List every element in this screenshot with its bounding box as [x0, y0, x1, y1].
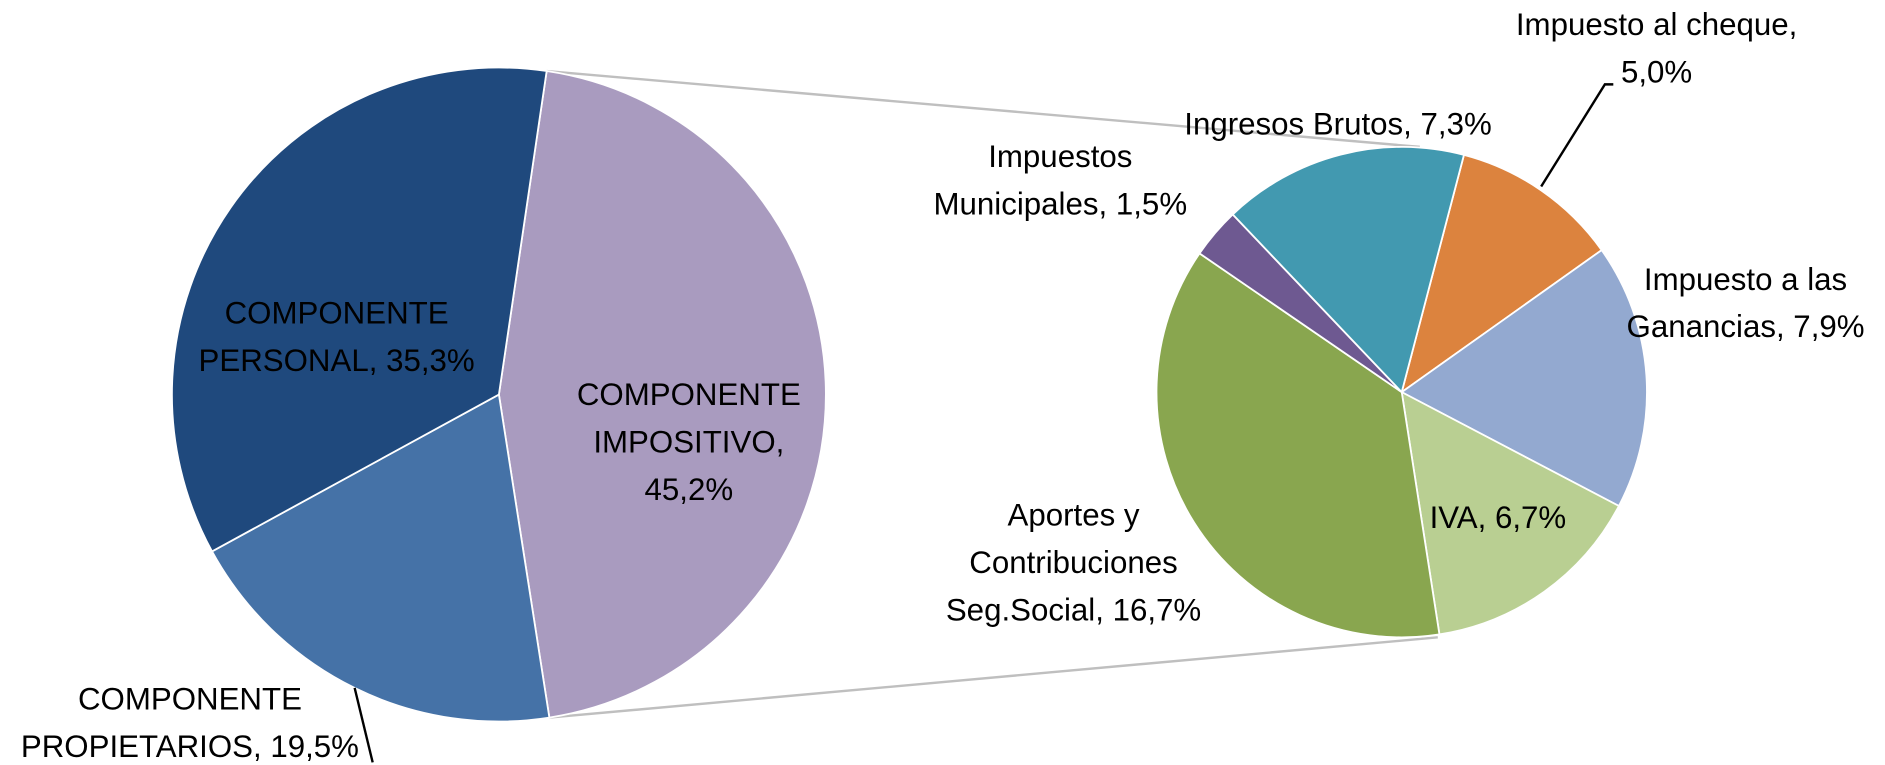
connectors	[546, 69, 1438, 719]
pie-slice	[171, 66, 548, 553]
data-label: Impuestos	[988, 139, 1132, 174]
leader-line	[1540, 83, 1614, 188]
data-label: Municipales, 1,5%	[934, 187, 1188, 222]
data-label: Seg.Social, 16,7%	[946, 592, 1201, 627]
connector-line	[549, 636, 1438, 719]
data-label: COMPONENTE	[78, 681, 302, 716]
pie-slice	[1400, 390, 1621, 636]
data-label: IMPOSITIVO,	[593, 425, 784, 460]
pie-slice	[210, 393, 551, 723]
leader-line	[353, 687, 374, 763]
pie-slice	[1231, 145, 1466, 394]
data-label: Impuesto al cheque,	[1516, 7, 1797, 42]
data-label: Impuesto a las	[1644, 262, 1847, 297]
pie-slice	[497, 70, 827, 719]
data-label: Ingresos Brutos, 7,3%	[1184, 107, 1491, 142]
data-label: COMPONENTE	[577, 377, 801, 412]
data-label: Contribuciones	[969, 545, 1177, 580]
data-label: IVA, 6,7%	[1430, 500, 1567, 535]
data-label: PERSONAL, 35,3%	[199, 343, 475, 378]
connector-line	[546, 69, 1420, 149]
data-label: PROPIETARIOS, 19,5%	[21, 729, 359, 764]
data-label: Ganancias, 7,9%	[1627, 309, 1865, 344]
pie-slice	[1400, 153, 1603, 395]
pie-slice	[1400, 248, 1648, 508]
data-label: 5,0%	[1621, 54, 1692, 89]
pie-slice	[1155, 252, 1441, 639]
data-label: 45,2%	[645, 472, 734, 507]
data-label: COMPONENTE	[225, 295, 449, 330]
data-label: Aportes y	[1008, 497, 1140, 532]
